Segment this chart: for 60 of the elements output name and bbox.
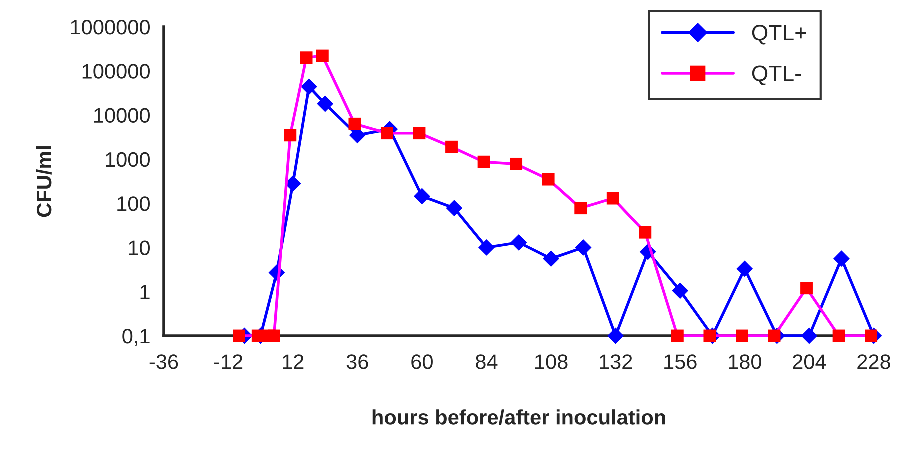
y-tick-label: 1000000	[71, 20, 150, 35]
point	[414, 188, 430, 205]
point	[801, 328, 818, 344]
point	[736, 260, 754, 278]
y-tick-label: 1000	[106, 152, 150, 168]
point	[736, 330, 748, 342]
point	[284, 176, 302, 192]
legend-label: QTL+	[752, 25, 806, 45]
point	[672, 282, 689, 300]
x-axis-title: hours before/after inoculation	[372, 410, 666, 426]
point	[413, 127, 426, 140]
point	[381, 127, 394, 140]
point	[832, 330, 846, 342]
x-tick-label: 156	[664, 354, 697, 370]
point	[542, 173, 555, 186]
x-tick-label: 12	[283, 354, 304, 370]
y-axis-title: CFU/ml	[36, 146, 52, 218]
point	[317, 96, 334, 112]
x-tick-label: 36	[346, 354, 368, 370]
point	[704, 330, 716, 342]
x-tick-label: 204	[793, 354, 826, 370]
point	[478, 239, 495, 256]
point	[478, 156, 490, 168]
x-tick-label: 180	[729, 354, 762, 370]
point	[865, 330, 878, 342]
point	[768, 330, 781, 342]
point	[348, 118, 362, 130]
point	[575, 239, 592, 256]
point	[606, 192, 620, 205]
x-tick-label: 60	[412, 354, 433, 370]
point	[268, 330, 280, 342]
x-tick-label: 84	[476, 354, 498, 370]
point	[446, 200, 463, 217]
point	[543, 250, 560, 268]
point	[671, 330, 684, 342]
point	[800, 282, 813, 295]
y-tick-label: 100000	[82, 64, 150, 79]
point	[316, 50, 329, 62]
point	[284, 129, 297, 142]
point	[301, 78, 318, 96]
x-tick-label: 228	[858, 354, 890, 370]
y-tick-label: 10000	[94, 108, 150, 124]
point	[446, 140, 458, 154]
x-tick-label: -12	[214, 354, 243, 370]
y-tick-label: 0,1	[122, 329, 150, 346]
point	[608, 328, 624, 344]
point	[300, 52, 313, 64]
y-tick-label: 1	[140, 285, 150, 300]
y-tick-label: 10	[129, 240, 150, 256]
point	[510, 158, 523, 170]
x-tick-label: 132	[600, 354, 632, 370]
x-tick-label: 108	[535, 354, 568, 370]
legend-label: QTL-	[752, 66, 801, 86]
point	[233, 330, 246, 342]
point	[574, 202, 588, 215]
y-tick-label: 100	[118, 196, 150, 212]
point	[834, 250, 850, 268]
point	[639, 226, 652, 239]
point	[510, 234, 528, 251]
x-tick-label: -36	[150, 354, 178, 370]
